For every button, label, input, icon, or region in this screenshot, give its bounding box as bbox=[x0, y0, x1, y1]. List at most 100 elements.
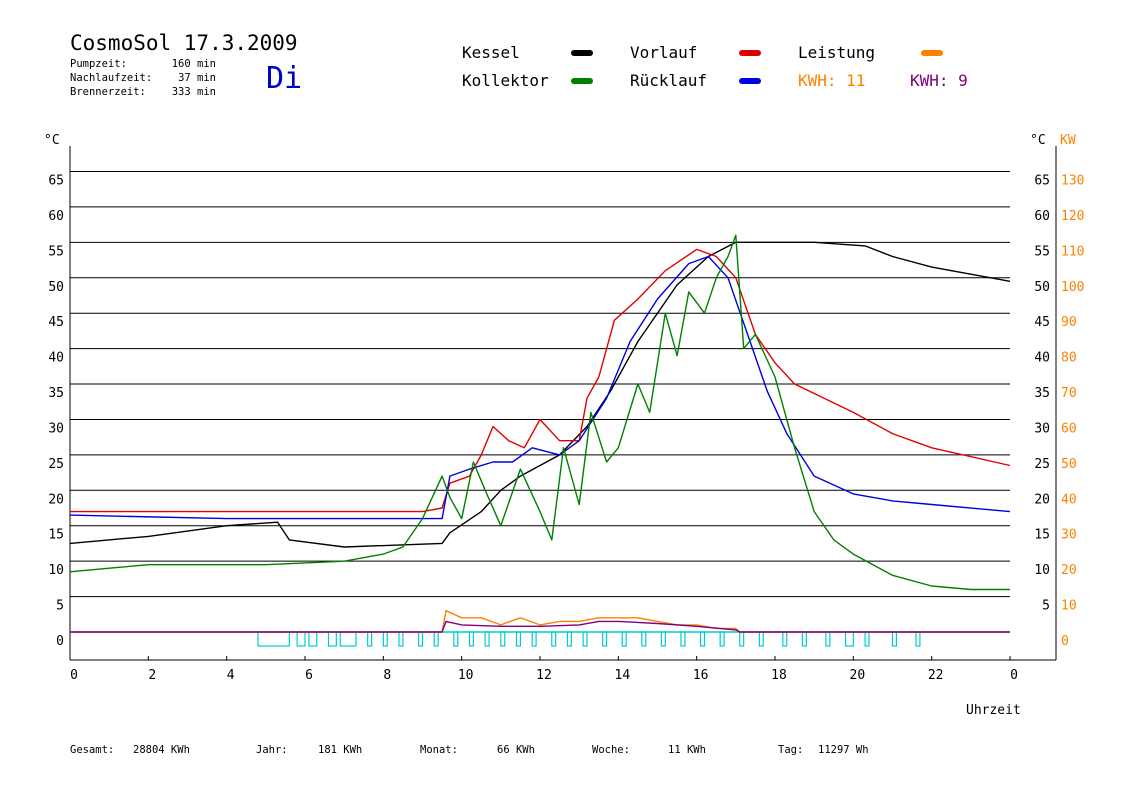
burner-mark bbox=[515, 631, 522, 647]
burner-mark bbox=[296, 631, 306, 647]
legend-label-kollektor: Kollektor bbox=[462, 71, 549, 90]
kwh-purple: KWH: 9 bbox=[910, 71, 968, 90]
burner-mark bbox=[801, 631, 807, 647]
burner-mark bbox=[891, 631, 898, 647]
x-tick-label: 6 bbox=[305, 668, 313, 683]
y-tick-label-left: 35 bbox=[48, 386, 64, 401]
burner-mark bbox=[719, 631, 725, 647]
y-tick-label-left: 55 bbox=[48, 244, 64, 259]
burner-mark bbox=[551, 631, 557, 647]
x-tick-label: 0 bbox=[1010, 668, 1018, 683]
footer-value: 181 KWh bbox=[318, 744, 362, 756]
y-tick-label-left: 25 bbox=[48, 457, 64, 472]
burner-mark bbox=[566, 631, 572, 647]
footer-label: Jahr: bbox=[256, 744, 288, 756]
y2-tick-label: 110 bbox=[1061, 244, 1084, 259]
y-tick-label-right: 60 bbox=[1034, 209, 1050, 224]
burner-mark bbox=[758, 631, 764, 647]
header-stats: Pumpzeit: 160 min Nachlaufzeit: 37 min B… bbox=[70, 58, 216, 98]
y-tick-label-right: 20 bbox=[1034, 492, 1050, 507]
x-tick-label: 20 bbox=[850, 668, 866, 683]
series-line-kwh-9 bbox=[70, 620, 1010, 633]
burner-mark bbox=[367, 631, 373, 647]
y2-tick-label: 80 bbox=[1061, 351, 1077, 366]
y-tick-label-left: 65 bbox=[48, 174, 64, 189]
stat-value: 333 min bbox=[172, 86, 216, 98]
burner-mark bbox=[417, 631, 424, 647]
x-tick-label: 18 bbox=[771, 668, 787, 683]
burner-mark bbox=[582, 631, 588, 647]
x-tick-label: 8 bbox=[383, 668, 391, 683]
y2-axis-unit: KW bbox=[1060, 133, 1076, 148]
y2-tick-label: 100 bbox=[1061, 280, 1084, 295]
burner-mark bbox=[327, 631, 337, 647]
x-tick-label: 22 bbox=[928, 668, 944, 683]
burner-mark bbox=[531, 631, 537, 647]
y2-tick-label: 130 bbox=[1061, 174, 1084, 189]
burner-mark bbox=[453, 631, 459, 647]
footer-value: 11 KWh bbox=[668, 744, 706, 756]
footer-label: Gesamt: bbox=[70, 744, 114, 756]
y2-tick-label: 20 bbox=[1061, 563, 1077, 578]
y-axis-unit-left: °C bbox=[44, 133, 60, 148]
legend-label-kessel: Kessel bbox=[462, 43, 520, 62]
y2-tick-label: 120 bbox=[1061, 209, 1084, 224]
burner-mark bbox=[699, 631, 706, 647]
y-tick-label-left: 0 bbox=[56, 634, 64, 649]
stat-label: Pumpzeit: bbox=[70, 58, 127, 70]
burner-mark bbox=[844, 631, 854, 647]
y-tick-label-left: 5 bbox=[56, 599, 64, 614]
burner-mark bbox=[739, 631, 745, 647]
y-tick-label-left: 30 bbox=[48, 421, 64, 436]
y-tick-label-right: 5 bbox=[1042, 599, 1050, 614]
legend-label-ruecklauf: Rücklauf bbox=[630, 71, 707, 90]
legend-label-vorlauf: Vorlauf bbox=[630, 43, 697, 62]
burner-mark bbox=[864, 631, 870, 647]
legend-label-leistung: Leistung bbox=[798, 43, 875, 62]
footer-label: Tag: bbox=[778, 744, 803, 756]
series-lines bbox=[69, 234, 1011, 633]
burner-mark bbox=[641, 631, 647, 647]
y-tick-label-left: 45 bbox=[48, 315, 64, 330]
series-line-kollektor bbox=[69, 234, 1010, 591]
y-tick-label-right: 30 bbox=[1034, 421, 1050, 436]
series-line-leistung bbox=[70, 610, 1010, 633]
series-line-kessel bbox=[69, 241, 1011, 548]
x-tick-label: 2 bbox=[148, 668, 156, 683]
y2-tick-label: 0 bbox=[1061, 634, 1069, 649]
y2-tick-label: 50 bbox=[1061, 457, 1077, 472]
burner-mark bbox=[468, 631, 475, 647]
burner-mark bbox=[915, 631, 921, 647]
burner-mark bbox=[339, 631, 357, 647]
burner-mark bbox=[398, 631, 404, 647]
y2-tick-label: 30 bbox=[1061, 528, 1077, 543]
burner-mark bbox=[382, 631, 388, 647]
footer-totals: Gesamt: 28804 KWh Jahr: 181 KWh Monat: 6… bbox=[70, 744, 869, 756]
y-tick-label-right: 55 bbox=[1034, 244, 1050, 259]
footer-label: Woche: bbox=[592, 744, 630, 756]
y-tick-label-right: 50 bbox=[1034, 280, 1050, 295]
y2-tick-label: 90 bbox=[1061, 315, 1077, 330]
burner-mark bbox=[308, 631, 318, 647]
burner-mark bbox=[782, 631, 788, 647]
footer-value: 28804 KWh bbox=[133, 744, 190, 756]
y2-tick-label: 10 bbox=[1061, 599, 1077, 614]
stat-label: Brennerzeit: bbox=[70, 86, 146, 98]
burner-mark bbox=[680, 631, 686, 647]
x-tick-label: 10 bbox=[458, 668, 474, 683]
series-line-vorlauf bbox=[70, 248, 1011, 513]
y-tick-label-right: 40 bbox=[1034, 351, 1050, 366]
footer-label: Monat: bbox=[420, 744, 458, 756]
grid bbox=[70, 171, 1010, 598]
y-tick-label-left: 10 bbox=[48, 563, 64, 578]
day-label: Di bbox=[266, 61, 302, 96]
axes bbox=[69, 146, 1057, 661]
y-tick-label-right: 35 bbox=[1034, 386, 1050, 401]
y-tick-label-right: 10 bbox=[1034, 563, 1050, 578]
y-tick-label-right: 45 bbox=[1034, 315, 1050, 330]
stat-label: Nachlaufzeit: bbox=[70, 72, 152, 84]
y-tick-label-left: 60 bbox=[48, 209, 64, 224]
y-tick-label-left: 20 bbox=[48, 492, 64, 507]
